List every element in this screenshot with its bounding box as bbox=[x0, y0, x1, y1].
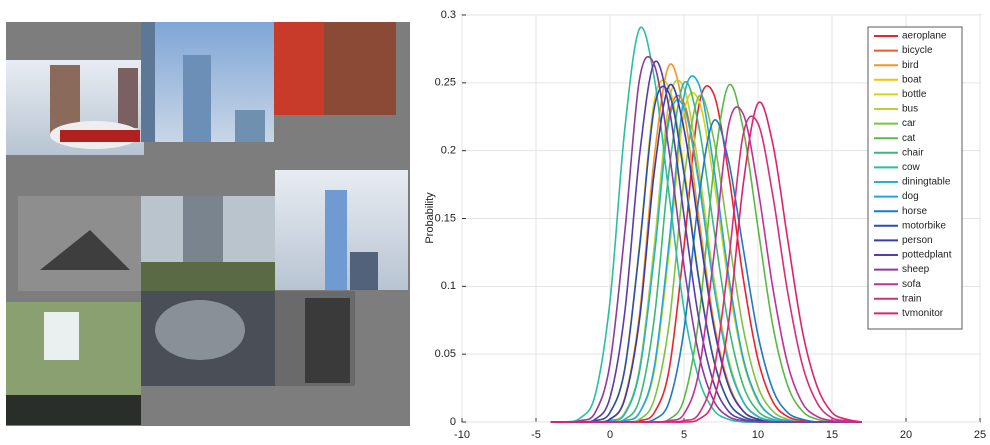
legend-label: chair bbox=[902, 147, 924, 158]
legend-label: horse bbox=[902, 206, 927, 217]
legend-label: bus bbox=[902, 104, 918, 115]
y-tick-label: 0.1 bbox=[441, 280, 456, 292]
x-tick-label: -5 bbox=[531, 429, 541, 441]
x-tick-label: 5 bbox=[681, 429, 687, 441]
legend-label: bottle bbox=[902, 89, 927, 100]
y-tick-label: 0.05 bbox=[435, 348, 456, 360]
legend-label: diningtable bbox=[902, 177, 951, 188]
chart: Probability -10-5051015202500.050.10.150… bbox=[0, 0, 990, 445]
y-tick-label: 0 bbox=[450, 416, 456, 428]
figure: Probability -10-5051015202500.050.10.150… bbox=[0, 0, 990, 445]
y-tick-label: 0.25 bbox=[435, 77, 456, 89]
photo-collage bbox=[6, 22, 410, 426]
legend-label: sheep bbox=[902, 264, 930, 275]
y-tick-label: 0.2 bbox=[441, 145, 456, 157]
legend-label: motorbike bbox=[902, 220, 946, 231]
x-tick-label: 25 bbox=[974, 429, 986, 441]
legend-label: person bbox=[902, 235, 933, 246]
legend-label: dog bbox=[902, 191, 919, 202]
x-tick-label: 10 bbox=[752, 429, 764, 441]
legend-label: aeroplane bbox=[902, 31, 947, 42]
legend-label: tvmonitor bbox=[902, 308, 944, 319]
x-tick-label: -10 bbox=[454, 429, 470, 441]
x-tick-label: 15 bbox=[826, 429, 838, 441]
y-tick-label: 0.3 bbox=[441, 9, 456, 21]
legend-label: bird bbox=[902, 60, 919, 71]
legend-label: car bbox=[902, 118, 917, 129]
legend-label: boat bbox=[902, 74, 922, 85]
x-tick-label: 20 bbox=[900, 429, 912, 441]
x-tick-label: 0 bbox=[607, 429, 613, 441]
legend-label: cat bbox=[902, 133, 916, 144]
legend-label: cow bbox=[902, 162, 921, 173]
legend-label: bicycle bbox=[902, 45, 933, 56]
legend-label: pottedplant bbox=[902, 250, 952, 261]
legend-label: sofa bbox=[902, 279, 921, 290]
legend-label: train bbox=[902, 293, 921, 304]
y-tick-label: 0.15 bbox=[435, 212, 456, 224]
